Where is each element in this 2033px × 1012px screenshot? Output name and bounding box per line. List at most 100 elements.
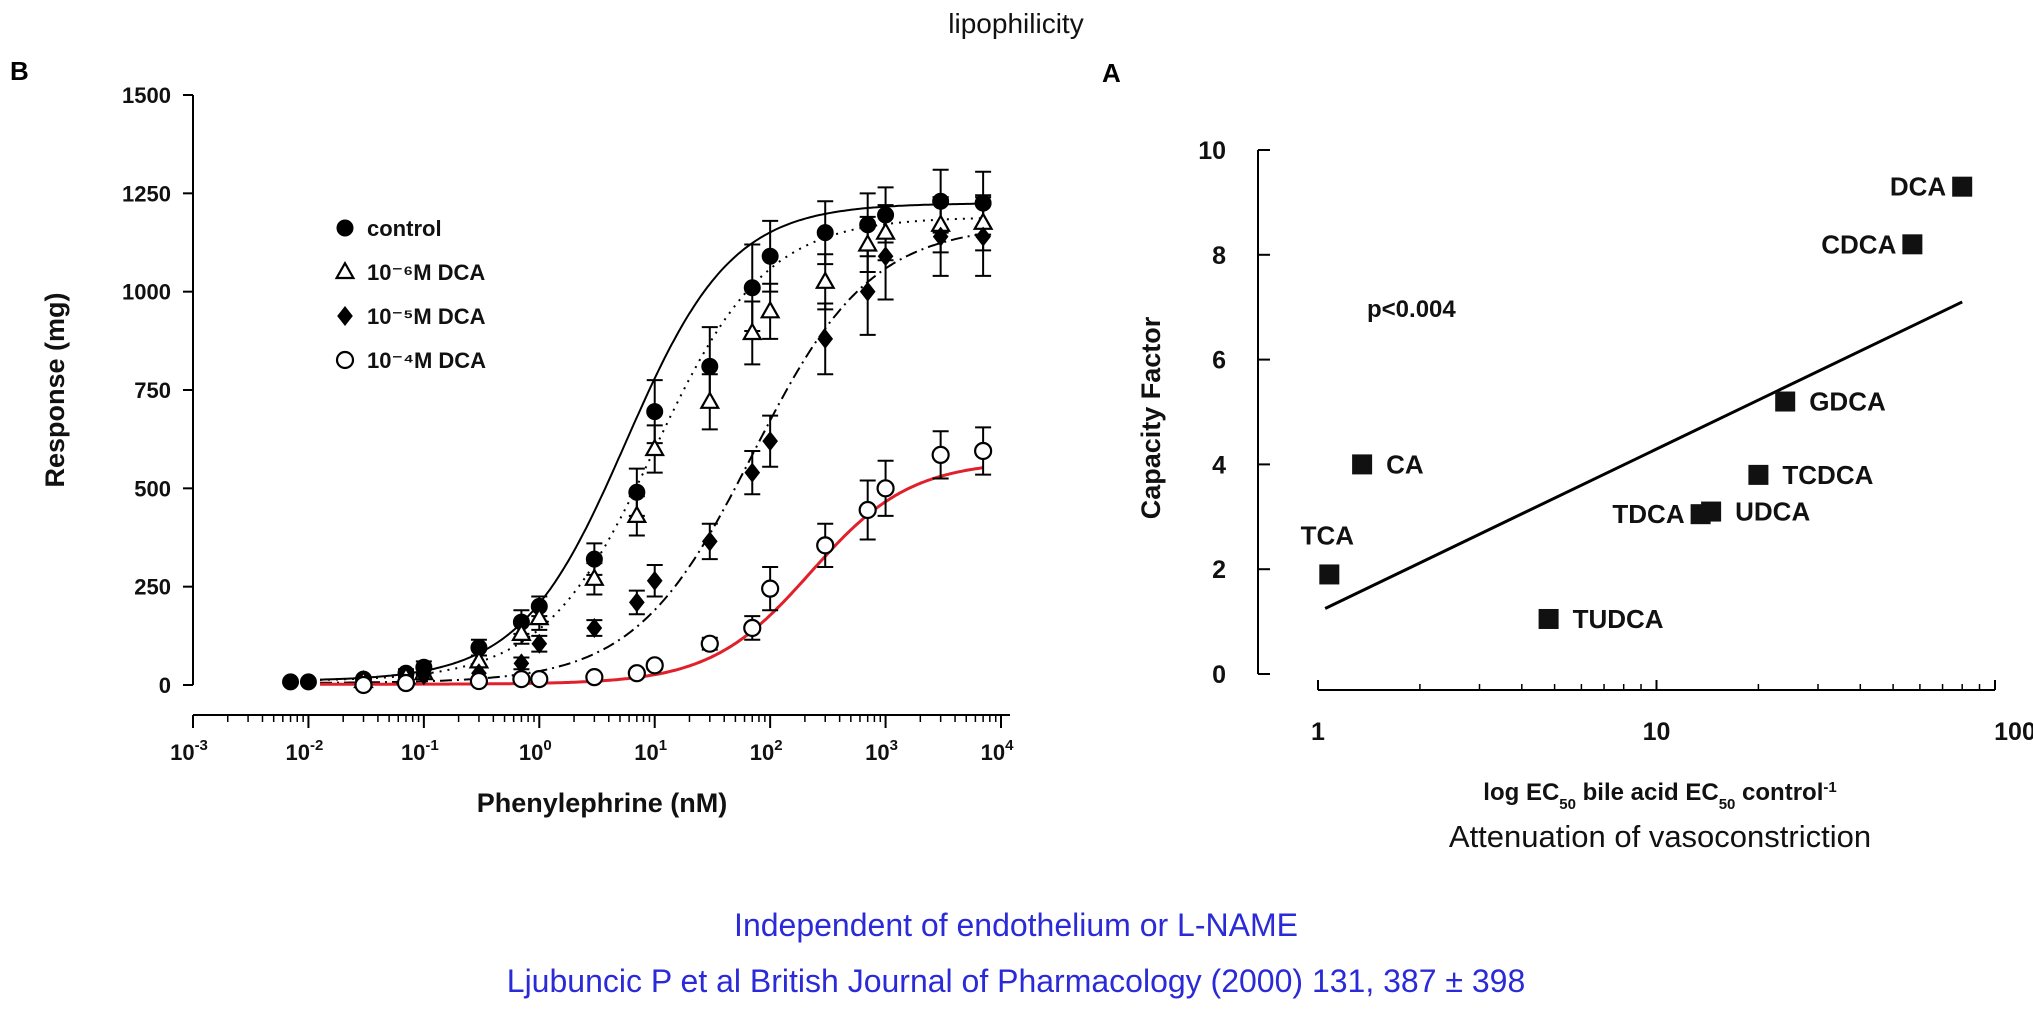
data-point-10-m-dca — [817, 328, 834, 349]
data-point-10-m-dca — [354, 675, 373, 695]
legend-marker-10-m-dca — [335, 350, 355, 370]
data-point-control — [701, 357, 719, 375]
scatter-label-ca: CA — [1386, 449, 1424, 479]
data-point-10-m-dca — [416, 665, 432, 686]
data-point-10-m-dca — [699, 390, 721, 409]
data-point-control — [859, 216, 877, 234]
panel-a-y-tick-label: 8 — [1212, 242, 1226, 270]
data-point-control — [816, 224, 834, 242]
panel-b-y-tick-label: 0 — [159, 673, 171, 698]
panel-b-y-axis-title: Response (mg) — [40, 292, 70, 487]
scatter-label-dca: DCA — [1890, 172, 1947, 202]
data-point-control — [628, 483, 646, 501]
scatter-label-gdca: GDCA — [1809, 387, 1886, 417]
panel-a-x-tick-label: 1 — [1311, 718, 1325, 746]
panel-b-y-tick-label: 750 — [134, 378, 171, 403]
tick-exponent: 2 — [774, 737, 782, 754]
panel-b-legend: control 10⁻⁶M DCA 10⁻⁵M DCA 10⁻⁴M DCA — [334, 216, 486, 373]
data-point-10-m-dca — [626, 504, 648, 523]
panel-a-letter: A — [1102, 58, 1121, 88]
panel-b-x-axis-title: Phenylephrine (nM) — [477, 788, 728, 818]
panel-b-y-tick-label: 1500 — [122, 83, 171, 108]
data-point-10-m-dca — [931, 445, 950, 464]
scatter-label-tcdca: TCDCA — [1782, 460, 1873, 490]
panel-a-y-tick-label: 4 — [1212, 451, 1226, 479]
data-point-10-m-dca — [528, 607, 550, 626]
scatter-point-tca — [1319, 564, 1340, 585]
data-point-control — [877, 206, 895, 224]
panel-a-chart: 0 2 4 6 8 10 1 10 100 DCA CDCA GDCA TCDCA UDCA TDCA C… — [1136, 137, 2033, 854]
panel-a-x-tick-label: 100 — [1994, 718, 2033, 746]
x-title-main: log EC — [1483, 779, 1559, 806]
tick-base: 10 — [401, 740, 425, 765]
data-point-control — [761, 247, 779, 265]
fit-curve-10-m-dca — [320, 232, 984, 684]
panel-a-regression-line — [1324, 300, 1963, 610]
scatter-point-tdca — [1690, 504, 1711, 525]
data-point-10-m-dca — [875, 221, 896, 240]
panel-a-y-tick-label: 0 — [1212, 661, 1226, 689]
panel-b-x-tick-label: 10-2 — [286, 737, 324, 765]
data-point-10-m-dca — [512, 669, 531, 689]
panel-b-x-tick-label: 10-1 — [401, 737, 439, 765]
data-point-10-m-dca — [814, 270, 836, 289]
panel-b-y-tick-label: 250 — [134, 575, 171, 600]
data-point-control — [646, 403, 664, 421]
data-point-10-m-dca — [762, 431, 778, 452]
tick-exponent: -3 — [195, 737, 208, 754]
data-point-10-m-dca — [700, 634, 719, 653]
data-point-10-m-dca — [761, 579, 780, 598]
data-point-control — [585, 550, 603, 568]
data-point-10-m-dca — [585, 668, 604, 687]
scatter-label-cdca: CDCA — [1821, 229, 1896, 259]
panel-a-points: DCA CDCA GDCA TCDCA UDCA TDCA CA TCA TUDCA — [1301, 172, 1973, 634]
scatter-label-tudca: TUDCA — [1573, 604, 1664, 634]
panel-a-y-tick-label: 2 — [1212, 556, 1226, 584]
data-point-10-m-dca — [759, 300, 781, 319]
data-point-10-m-dca — [876, 479, 895, 498]
scatter-label-udca: UDCA — [1735, 497, 1810, 527]
scatter-point-dca — [1952, 176, 1973, 197]
data-point-10-m-dca — [744, 462, 761, 483]
scatter-point-tudca — [1538, 608, 1559, 629]
x-title-mid: bile acid EC — [1576, 779, 1719, 806]
x-title-sub2: 50 — [1719, 796, 1736, 813]
tick-exponent: -2 — [310, 737, 323, 754]
panel-a-x-axis-title: log EC50 bile acid EC50 control-1 — [1483, 779, 1836, 813]
scatter-label-tdca: TDCA — [1612, 499, 1684, 529]
panel-a-x-tick-label: 10 — [1643, 718, 1671, 746]
panel-a-p-value: p<0.004 — [1367, 296, 1456, 323]
footer-citation: Ljubuncic P et al British Journal of Pha… — [507, 963, 1525, 999]
panel-a-y-axis-title: Capacity Factor — [1136, 316, 1166, 519]
data-point-control — [974, 194, 992, 212]
tick-base: 10 — [750, 740, 774, 765]
legend-label-10-m-dca: 10⁻⁴M DCA — [367, 348, 486, 373]
tick-base: 10 — [286, 740, 310, 765]
data-point-10-m-dca — [628, 592, 645, 613]
panel-b-x-tick-label: 100 — [519, 737, 552, 765]
tick-base: 10 — [865, 740, 889, 765]
data-point-control — [743, 279, 761, 297]
legend-label-10-m-dca: 10⁻⁵M DCA — [367, 304, 486, 329]
panel-b-x-tick-label: 103 — [865, 737, 898, 765]
panel-b-x-tick-label: 10-3 — [170, 737, 208, 765]
scatter-point-ca — [1352, 454, 1373, 475]
data-point-10-m-dca — [644, 437, 666, 457]
legend-label-control: control — [367, 216, 442, 241]
data-point-10-m-dca — [932, 226, 949, 247]
tick-exponent: -1 — [425, 737, 438, 754]
tick-base: 10 — [519, 740, 543, 765]
data-point-10-m-dca — [645, 656, 664, 675]
data-point-10-m-dca — [531, 633, 548, 654]
scatter-point-tcdca — [1748, 464, 1769, 485]
legend-label-10-m-dca: 10⁻⁶M DCA — [367, 260, 485, 285]
data-point-control — [299, 673, 317, 691]
tick-exponent: 0 — [543, 737, 551, 754]
panel-b-points — [282, 192, 994, 695]
data-point-10-m-dca — [858, 500, 877, 520]
panel-b-x-tick-label: 102 — [750, 737, 783, 765]
panel-b-x-tick-label: 101 — [634, 737, 667, 765]
legend-marker-control — [336, 219, 354, 237]
data-point-control — [282, 673, 300, 691]
